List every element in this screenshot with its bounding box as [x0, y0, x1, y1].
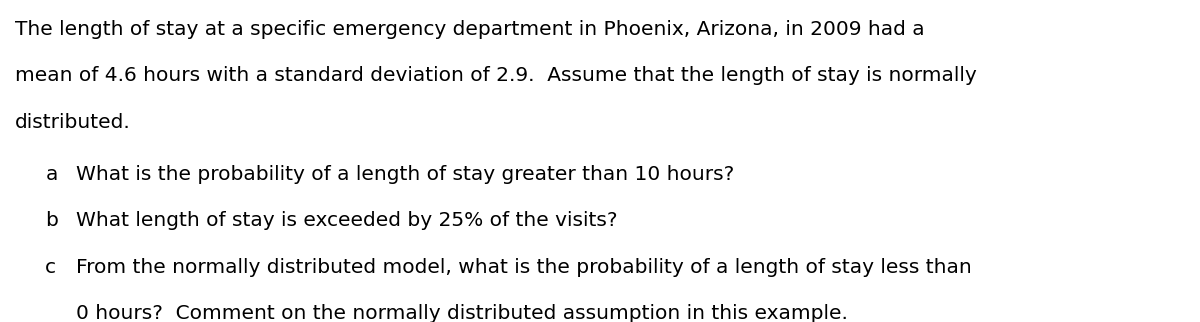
- Text: c: c: [46, 258, 56, 277]
- Text: 0 hours?  Comment on the normally distributed assumption in this example.: 0 hours? Comment on the normally distrib…: [77, 304, 848, 322]
- Text: b: b: [46, 211, 58, 230]
- Text: The length of stay at a specific emergency department in Phoenix, Arizona, in 20: The length of stay at a specific emergen…: [16, 20, 925, 39]
- Text: What length of stay is exceeded by 25% of the visits?: What length of stay is exceeded by 25% o…: [77, 211, 618, 230]
- Text: a: a: [46, 165, 58, 184]
- Text: What is the probability of a length of stay greater than 10 hours?: What is the probability of a length of s…: [77, 165, 734, 184]
- Text: From the normally distributed model, what is the probability of a length of stay: From the normally distributed model, wha…: [77, 258, 972, 277]
- Text: mean of 4.6 hours with a standard deviation of 2.9.  Assume that the length of s: mean of 4.6 hours with a standard deviat…: [16, 66, 977, 85]
- Text: distributed.: distributed.: [16, 113, 131, 132]
